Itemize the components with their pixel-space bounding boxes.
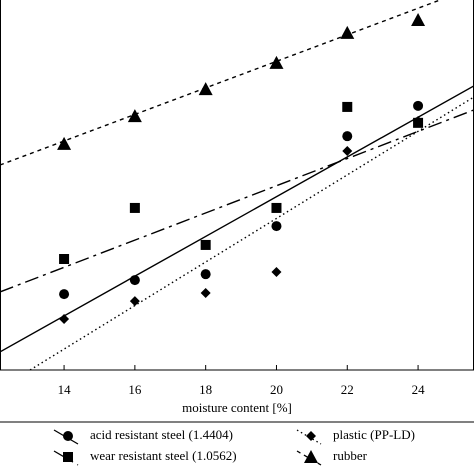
data-point [129, 275, 140, 286]
data-point [342, 145, 353, 156]
data-point [129, 202, 140, 213]
x-axis-label: moisture content [%] [182, 400, 292, 415]
data-point [59, 254, 70, 264]
data-point [411, 12, 426, 26]
data-point [271, 202, 282, 213]
data-point [342, 131, 353, 142]
legend-label: acid resistant steel (1.4404) [90, 427, 233, 442]
x-tick-label: 24 [412, 382, 426, 397]
data-point [200, 269, 211, 280]
data-point [342, 101, 353, 112]
legend-marker [304, 450, 318, 463]
fit-line [0, 0, 441, 166]
data-point [271, 266, 282, 277]
x-tick-label: 16 [128, 382, 142, 397]
plot-frame [0, 0, 474, 371]
data-point [59, 289, 70, 300]
data-point [413, 100, 424, 111]
data-point [413, 115, 424, 126]
data-point [59, 313, 70, 324]
fit-line [29, 96, 474, 371]
data-point [340, 25, 355, 39]
data-point [271, 221, 282, 232]
fit-line [0, 109, 474, 293]
legend-label: plastic (PP-LD) [333, 427, 415, 442]
data-point [200, 239, 211, 250]
legend-marker [63, 431, 73, 441]
data-point [198, 82, 213, 96]
x-tick-label: 18 [199, 382, 212, 397]
legend-label: rubber [333, 448, 368, 463]
legend-label: wear resistant steel (1.0562) [90, 448, 237, 463]
x-tick-label: 20 [270, 382, 283, 397]
fit-line [0, 85, 474, 353]
x-tick-label: 22 [341, 382, 354, 397]
legend-marker [63, 452, 73, 462]
data-point [200, 288, 211, 299]
data-point [129, 296, 140, 307]
data-point [127, 109, 142, 123]
data-point [269, 55, 284, 69]
legend-marker [306, 431, 316, 441]
x-tick-label: 14 [58, 382, 72, 397]
data-point [57, 136, 72, 150]
